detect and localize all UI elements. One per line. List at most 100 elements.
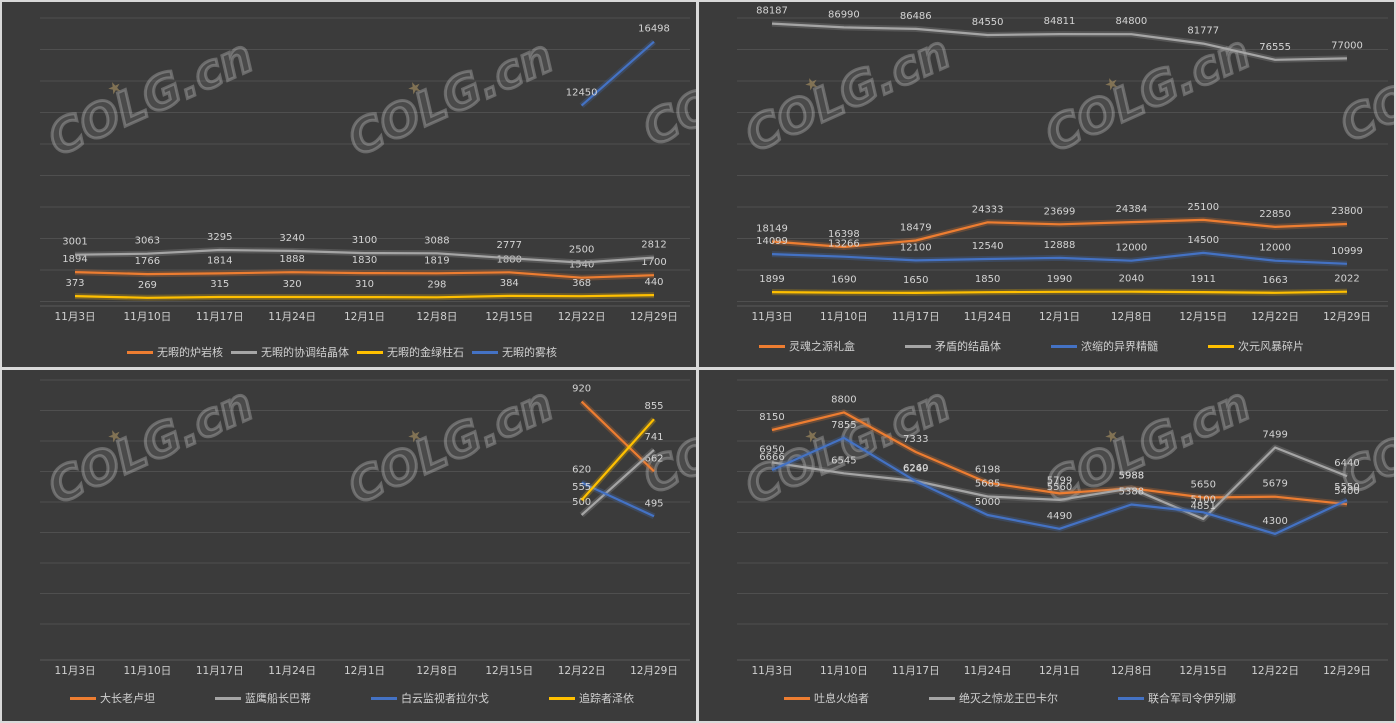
series-line	[771, 218, 1348, 249]
legend-swatch	[357, 350, 383, 354]
legend-item: 无暇的协调结晶体	[231, 344, 349, 360]
data-label: 1766	[135, 256, 160, 267]
series-line	[580, 449, 655, 516]
legend-label: 蓝鹰船长巴蒂	[245, 692, 311, 705]
series-line	[580, 40, 655, 107]
data-label: 7499	[1262, 430, 1287, 441]
line-chart-top-right: COLG.cn★COLG.cn★COLG.cn★11月3日11月10日11月17…	[736, 6, 1394, 323]
line-chart-bottom-right: COLG.cn★COLG.cn★COLG.cn★11月3日11月10日11月17…	[736, 370, 1394, 677]
data-label: 18149	[756, 224, 788, 235]
x-tick-label: 12月29日	[630, 311, 678, 323]
data-label: 6545	[831, 455, 856, 466]
data-label: 2812	[641, 240, 666, 251]
x-tick-label: 12月29日	[1323, 665, 1371, 677]
legend-item: 追踪者泽依	[549, 690, 634, 706]
legend-item: 次元风暴碎片	[1208, 338, 1304, 354]
legend-bottom-left: 大长老卢坦 蓝鹰船长巴蒂 白云监视者拉尔戈 追踪者泽依	[70, 690, 694, 706]
data-label: 18479	[900, 223, 932, 234]
x-tick-label: 11月24日	[268, 665, 316, 677]
data-label: 6198	[975, 465, 1000, 476]
star-icon: ★	[1101, 72, 1122, 95]
legend-label: 无暇的金绿柱石	[387, 346, 464, 359]
data-label: 16398	[828, 229, 860, 240]
x-tick-label: 11月17日	[892, 311, 940, 323]
data-label: 12100	[900, 242, 932, 253]
legend-item: 绝灭之惊龙王巴卡尔	[929, 690, 1058, 706]
data-label: 12540	[972, 241, 1004, 252]
watermark-1: COLG.cn★	[39, 27, 263, 168]
x-tick-label: 11月3日	[751, 311, 792, 323]
legend-label: 绝灭之惊龙王巴卡尔	[959, 692, 1058, 705]
legend-swatch	[371, 696, 397, 700]
data-label: 5560	[1047, 482, 1072, 493]
x-tick-label: 11月17日	[892, 665, 940, 677]
data-label: 495	[644, 498, 663, 509]
data-label: 1650	[903, 275, 928, 286]
legend-label: 白云监视者拉尔戈	[401, 692, 489, 705]
star-icon: ★	[801, 72, 822, 95]
data-label: 1690	[831, 275, 856, 286]
data-label: 6666	[759, 452, 784, 463]
data-label: 3063	[135, 236, 160, 247]
legend-swatch	[472, 350, 498, 354]
watermark-2: COLG.cn★	[339, 27, 563, 168]
data-label: 24333	[972, 204, 1004, 215]
data-label: 440	[644, 277, 663, 288]
legend-label: 无暇的雾核	[502, 346, 557, 359]
x-tick-label: 11月3日	[751, 665, 792, 677]
data-label: 1814	[207, 255, 232, 266]
data-label: 84811	[1044, 16, 1076, 27]
x-tick-label: 12月22日	[1251, 311, 1299, 323]
star-icon: ★	[1101, 424, 1122, 447]
x-tick-label: 11月17日	[196, 311, 244, 323]
data-label: 500	[572, 497, 591, 508]
x-tick-label: 11月10日	[124, 665, 172, 677]
legend-label: 灵魂之源礼盒	[789, 340, 855, 353]
data-label: 2040	[1119, 274, 1144, 285]
data-label: 5799	[1047, 475, 1072, 486]
x-tick-label: 12月15日	[485, 665, 533, 677]
legend-top-left: 无暇的炉岩核 无暇的协调结晶体 无暇的金绿柱石 无暇的雾核	[127, 344, 565, 360]
legend-item: 联合军司令伊列娜	[1118, 690, 1236, 706]
chart-panel-bottom-right: COLG.cn★COLG.cn★COLG.cn★11月3日11月10日11月17…	[699, 370, 1394, 721]
data-label: 5679	[1262, 479, 1287, 490]
data-label: 620	[572, 465, 591, 476]
x-tick-label: 12月22日	[558, 665, 606, 677]
legend-item: 吐息火焰者	[784, 690, 869, 706]
data-label: 25100	[1187, 202, 1219, 213]
legend-bottom-right: 吐息火焰者 绝灭之惊龙王巴卡尔 联合军司令伊列娜	[784, 690, 1296, 706]
data-label: 4851	[1191, 501, 1216, 512]
legend-swatch	[127, 350, 153, 354]
legend-label: 次元风暴碎片	[1238, 340, 1304, 353]
legend-label: 大长老卢坦	[100, 692, 155, 705]
legend-item: 浓缩的异界精髓	[1051, 338, 1158, 354]
legend-swatch	[1051, 344, 1077, 348]
x-tick-label: 11月24日	[964, 311, 1012, 323]
x-tick-label: 12月1日	[1039, 311, 1080, 323]
legend-item: 灵魂之源礼盒	[759, 338, 855, 354]
series-line	[771, 22, 1348, 61]
chart-panel-bottom-left: COLG.cn★COLG.cn★COLG.cn★11月3日11月10日11月17…	[2, 370, 696, 721]
x-tick-label: 12月22日	[558, 311, 606, 323]
watermark-5: COLG.cn★	[39, 375, 263, 516]
data-label: 5988	[1119, 470, 1144, 481]
data-label: 5650	[1191, 479, 1216, 490]
line-chart-top-left: COLG.cn★COLG.cn★COLG.cn★11月3日11月10日11月17…	[39, 17, 696, 323]
legend-swatch	[905, 344, 931, 348]
x-tick-label: 11月3日	[54, 665, 95, 677]
legend-swatch	[1118, 696, 1144, 700]
watermark-4: COLG.cn★	[1036, 23, 1260, 164]
data-label: 6950	[759, 444, 784, 455]
legend-item: 无暇的雾核	[472, 344, 557, 360]
data-label: 86990	[828, 9, 860, 20]
legend-swatch	[215, 696, 241, 700]
x-tick-label: 12月1日	[1039, 665, 1080, 677]
star-icon: ★	[404, 76, 425, 99]
legend-label: 浓缩的异界精髓	[1081, 340, 1158, 353]
data-label: 855	[644, 401, 663, 412]
legend-label: 吐息火焰者	[814, 692, 869, 705]
series-line	[771, 436, 1348, 535]
data-label: 5100	[1191, 494, 1216, 505]
x-tick-label: 11月10日	[124, 311, 172, 323]
